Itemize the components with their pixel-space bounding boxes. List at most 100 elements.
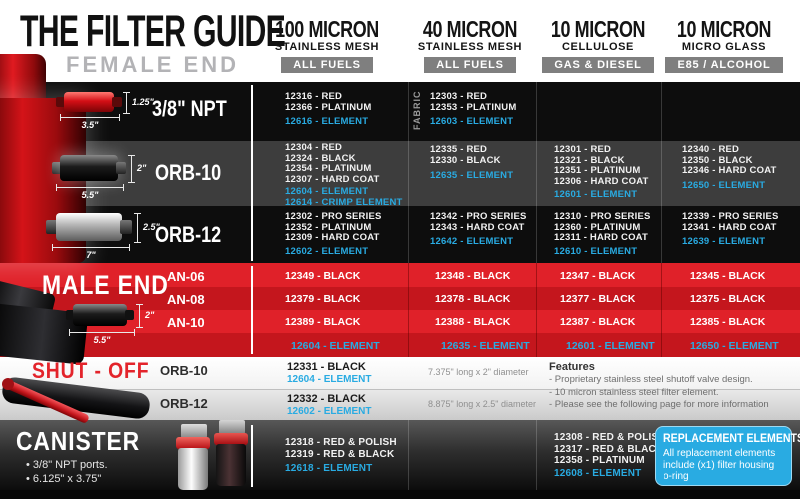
cell-part: 12348 - BLACK (435, 270, 511, 282)
cell-part: 12389 - BLACK (285, 316, 361, 328)
col-separator (661, 82, 662, 263)
column-subtitle: STAINLESS MESH (417, 41, 523, 53)
callout-title: REPLACEMENT ELEMENTS (663, 433, 800, 445)
cell-elements: 12604 - ELEMENT 12614 - CRIMP ELEMENT (285, 186, 403, 208)
col-separator (536, 263, 537, 357)
row-label-orb10: ORB-10 (155, 160, 222, 185)
cell-parts: 12316 - RED 12366 - PLATINUM (285, 91, 372, 113)
cell-elements: 12650 - ELEMENT (682, 180, 766, 191)
fabric-note: FABRIC (412, 90, 422, 131)
cell-elements: 12618 - ELEMENT (285, 463, 373, 474)
cell-elements: 12616 - ELEMENT (285, 116, 369, 127)
cell-elements: 12610 - ELEMENT (554, 246, 638, 257)
section-shutoff-label: SHUT - OFF (32, 358, 150, 383)
column-title: 10 MICRON (676, 16, 772, 42)
cell-elements: 12639 - ELEMENT (682, 236, 766, 247)
callout-body: All replacement elements include (x1) fi… (663, 448, 776, 482)
cell-element: 12601 - ELEMENT (566, 340, 655, 352)
cell-parts: 12310 - PRO SERIES 12360 - PLATINUM 1231… (554, 211, 651, 244)
fuel-badge: ALL FUELS (281, 57, 373, 73)
row-label-orb12: ORB-12 (155, 222, 222, 247)
cell-element: 12650 - ELEMENT (690, 340, 779, 352)
dim-height: 1.25" (123, 92, 154, 114)
cell-elements: 12642 - ELEMENT (430, 236, 514, 247)
fuel-badge: ALL FUELS (424, 57, 516, 73)
fuel-badge: GAS & DIESEL (542, 57, 654, 73)
column-header-10-micron-cellulose: 10 MICRON CELLULOSE GAS & DIESEL (518, 18, 678, 73)
column-title: 10 MICRON (550, 16, 646, 42)
dim-height: 2" (136, 304, 154, 328)
section-male-end-label: MALE END (42, 270, 169, 300)
features-list: - Proprietary stainless steel shutoff va… (549, 374, 769, 410)
cell-element: 12604 - ELEMENT (287, 374, 372, 385)
male-row3-band (0, 310, 800, 333)
cell-part: 12387 - BLACK (560, 316, 636, 328)
cell-parts: 12335 - RED 12330 - BLACK (430, 144, 501, 166)
male-row2-band (0, 287, 800, 310)
column-header-100-micron: 100 MICRON STAINLESS MESH ALL FUELS (247, 18, 407, 73)
cell-part: 12385 - BLACK (690, 316, 766, 328)
column-subtitle: MICRO GLASS (681, 41, 767, 53)
section-female-end-label: FEMALE END (66, 52, 239, 77)
dimension-note: 8.875" long x 2.5" diameter (428, 399, 536, 409)
cell-parts: 12302 - PRO SERIES 12352 - PLATINUM 1230… (285, 211, 382, 244)
row-label-shutoff-orb12: ORB-12 (160, 396, 208, 411)
cell-part: 12349 - BLACK (285, 270, 361, 282)
cell-part: 12378 - BLACK (435, 293, 511, 305)
row-label-an10: AN-10 (167, 315, 205, 330)
cell-part: 12377 - BLACK (560, 293, 636, 305)
replacement-elements-callout: REPLACEMENT ELEMENTS All replacement ele… (655, 426, 800, 486)
cell-parts: 12340 - RED 12350 - BLACK 12346 - HARD C… (682, 144, 777, 177)
cell-element: 12635 - ELEMENT (441, 340, 530, 352)
fuel-badge: E85 / ALCOHOL (665, 57, 783, 73)
row-label-shutoff-orb10: ORB-10 (160, 363, 208, 378)
male-row1-band (0, 263, 800, 287)
col-separator (408, 263, 409, 357)
cell-elements: 12608 - ELEMENT (554, 468, 642, 479)
label-data-divider (251, 85, 253, 261)
section-canister-label: CANISTER (16, 426, 140, 456)
col-separator (536, 420, 537, 490)
cell-part: 12347 - BLACK (560, 270, 636, 282)
column-subtitle: CELLULOSE (561, 41, 634, 53)
cell-parts: 12303 - RED 12353 - PLATINUM (430, 91, 517, 113)
cell-elements: 12602 - ELEMENT (285, 246, 369, 257)
label-data-divider (251, 425, 253, 487)
col-separator (536, 82, 537, 263)
cell-elements: 12603 - ELEMENT (430, 116, 514, 127)
cell-parts: 12308 - RED & POLISH 12317 - RED & BLACK… (554, 432, 666, 466)
cell-element: 12604 - ELEMENT (291, 340, 380, 352)
cell-parts: 12318 - RED & POLISH 12319 - RED & BLACK (285, 437, 397, 460)
cell-parts: 12339 - PRO SERIES 12341 - HARD COAT (682, 211, 779, 233)
bottom-strip (0, 490, 800, 499)
page-title: THE FILTER GUIDE (20, 6, 286, 56)
dim-length: 5.5" (56, 184, 124, 200)
col-separator (408, 82, 409, 263)
column-header-40-micron: 40 MICRON STAINLESS MESH ALL FUELS (390, 18, 550, 73)
dim-height: 2" (128, 155, 146, 183)
label-data-divider (251, 266, 253, 354)
cell-part: 12331 - BLACK (287, 361, 366, 373)
column-subtitle: STAINLESS MESH (274, 41, 380, 53)
dim-length: 5.5" (69, 329, 135, 345)
cell-part: 12388 - BLACK (435, 316, 511, 328)
cell-element: 12602 - ELEMENT (287, 406, 372, 417)
row-orb12-band (0, 206, 800, 263)
row-label-npt: 3/8" NPT (152, 96, 227, 121)
col-separator (661, 263, 662, 357)
row-label-an06: AN-06 (167, 269, 205, 284)
cell-part: 12345 - BLACK (690, 270, 766, 282)
cell-part: 12375 - BLACK (690, 293, 766, 305)
features-title: Features (549, 361, 595, 373)
male-element-band (0, 333, 800, 357)
cell-elements: 12635 - ELEMENT (430, 170, 514, 181)
canister-bullets: • 3/8" NPT ports. • 6.125" x 3.75" (26, 459, 108, 485)
column-header-10-micron-glass: 10 MICRON MICRO GLASS E85 / ALCOHOL (644, 18, 800, 73)
cell-parts: 12301 - RED 12321 - BLACK 12351 - PLATIN… (554, 144, 649, 187)
column-title: 40 MICRON (422, 16, 518, 42)
dim-length: 3.5" (60, 114, 120, 130)
cell-parts: 12304 - RED 12324 - BLACK 12354 - PLATIN… (285, 142, 380, 185)
cell-part: 12379 - BLACK (285, 293, 361, 305)
dim-length: 7" (52, 244, 130, 260)
